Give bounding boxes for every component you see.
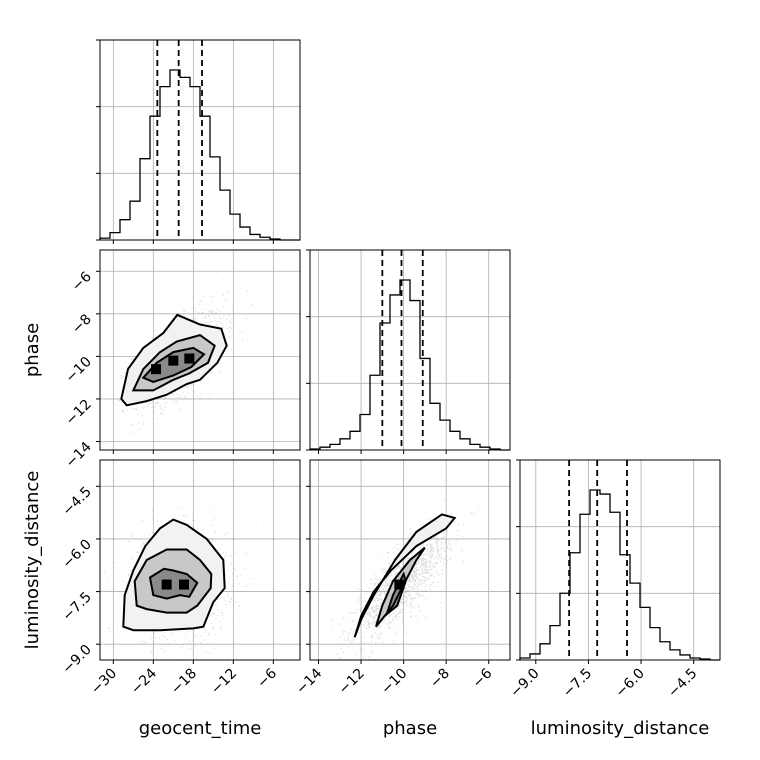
histogram-panel-phase bbox=[306, 249, 511, 451]
y-tick-label-phase: −12 bbox=[63, 396, 95, 428]
y-tick-label-luminosity-distance: −7.5 bbox=[59, 589, 94, 624]
histogram-panel-geocent-time bbox=[96, 39, 301, 241]
panel-frame bbox=[99, 459, 301, 661]
contour-level-3 bbox=[141, 346, 206, 383]
histogram-step-geocent-time bbox=[99, 69, 300, 241]
x-axis-label-luminosity-distance: luminosity_distance bbox=[531, 718, 710, 739]
tick-labels: −9.0 −7.5 −6.0 −4.5−14−12−10−8−6−30 −24 −18 −1… bbox=[59, 240, 701, 701]
contour-level-3 bbox=[384, 571, 407, 618]
x-tick-label-luminosity-distance: −6.0 bbox=[613, 666, 648, 701]
scatter-panel-luminosity-distance-vs-phase bbox=[309, 459, 511, 661]
density-peak bbox=[184, 353, 195, 364]
x-tick-label-phase: −8 bbox=[427, 666, 453, 692]
y-tick-label-luminosity-distance: −6.0 bbox=[59, 536, 94, 571]
x-tick-label-geocent-time: −12 bbox=[208, 666, 240, 698]
x-tick-label-luminosity-distance: −4.5 bbox=[665, 666, 700, 701]
y-tick-label-phase: −8 bbox=[69, 311, 95, 337]
contour-level-2 bbox=[133, 548, 213, 614]
panel-plot-area bbox=[100, 460, 300, 660]
scatter-panel-phase-vs-geocent-time bbox=[99, 249, 301, 451]
panel-plot-area bbox=[310, 460, 510, 660]
density-fill-level-3 bbox=[150, 568, 198, 599]
x-tick-label-phase: −12 bbox=[336, 666, 368, 698]
x-tick-label-phase: −14 bbox=[293, 665, 325, 697]
x-tick-label-phase: −6 bbox=[470, 665, 496, 691]
y-axis-label-luminosity-distance: luminosity_distance bbox=[22, 471, 43, 650]
contour-level-1 bbox=[353, 513, 457, 638]
density-fill-level-1 bbox=[354, 514, 455, 638]
y-tick-label-phase: −10 bbox=[63, 354, 95, 386]
x-axis-label-phase: phase bbox=[383, 718, 437, 739]
panel-plot-area bbox=[100, 250, 300, 450]
x-axis-label-geocent-time: geocent_time bbox=[139, 718, 262, 739]
histogram-step-phase bbox=[309, 279, 510, 451]
y-axis-label-phase: phase bbox=[22, 323, 43, 377]
panel-frame bbox=[99, 39, 301, 241]
contour-level-3 bbox=[148, 567, 199, 600]
x-tick-label-geocent-time: −24 bbox=[128, 665, 160, 697]
scatter-panel-luminosity-distance-vs-geocent-time bbox=[99, 459, 301, 661]
x-tick-label-phase: −10 bbox=[378, 666, 410, 698]
density-peak bbox=[151, 364, 161, 375]
density-peak bbox=[161, 579, 172, 590]
panel-frame bbox=[309, 459, 511, 661]
x-tick-label-geocent-time: −6 bbox=[254, 665, 280, 691]
x-tick-label-luminosity-distance: −7.5 bbox=[560, 666, 595, 701]
panel-frame bbox=[309, 249, 511, 451]
x-tick-label-geocent-time: −30 bbox=[88, 666, 120, 698]
y-tick-label-luminosity-distance: −9.0 bbox=[59, 642, 94, 677]
panel-frame bbox=[519, 459, 721, 661]
x-tick-label-luminosity-distance: −9.0 bbox=[507, 666, 542, 701]
contour-level-1 bbox=[120, 313, 228, 407]
x-tick-label-geocent-time: −18 bbox=[168, 666, 200, 698]
histogram-step-luminosity-distance bbox=[519, 489, 720, 661]
contour-level-1 bbox=[122, 518, 226, 632]
density-peak bbox=[168, 355, 179, 366]
contour-level-2 bbox=[131, 334, 216, 392]
y-tick-label-luminosity-distance: −4.5 bbox=[59, 484, 94, 519]
histogram-panel-luminosity-distance bbox=[516, 459, 721, 661]
density-peak bbox=[179, 579, 189, 590]
y-tick-label-phase: −14 bbox=[63, 439, 95, 471]
contour-level-2 bbox=[375, 546, 426, 628]
y-tick-label-phase: −6 bbox=[69, 269, 95, 295]
panel-frame bbox=[99, 249, 301, 451]
